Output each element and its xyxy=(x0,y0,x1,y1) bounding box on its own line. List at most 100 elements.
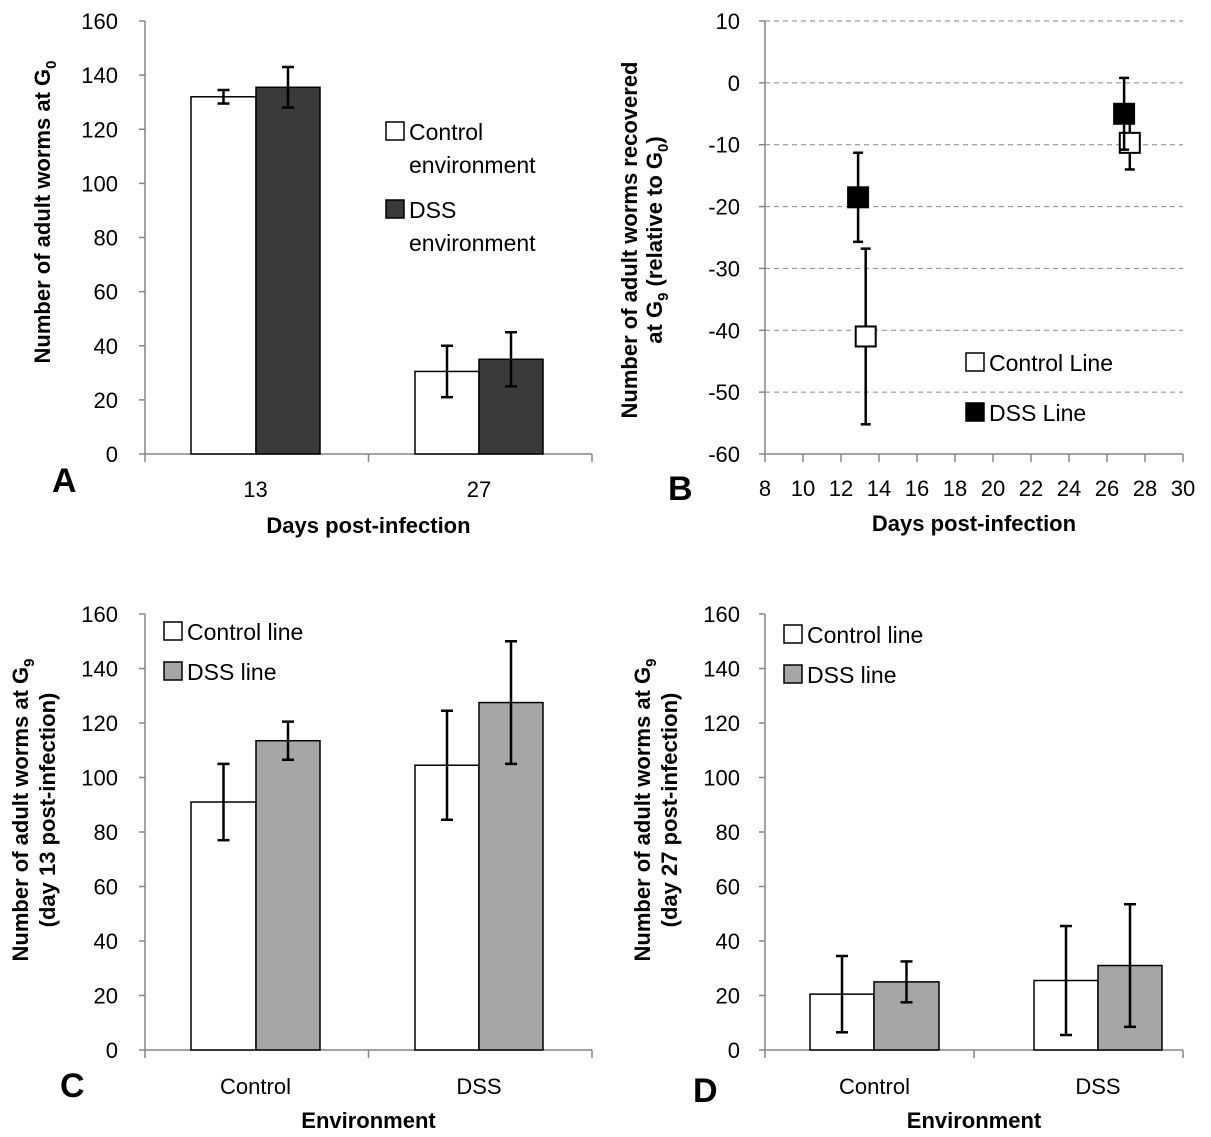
y-axis-title-line1: Number of adult worms at G xyxy=(630,667,655,962)
legend-label: Control line xyxy=(807,622,923,648)
y-axis-title: Number of adult worms at G0 xyxy=(30,61,60,364)
panel-label: D xyxy=(693,1072,718,1110)
y-tick-label: 100 xyxy=(703,766,740,791)
x-tick-label: 12 xyxy=(829,476,853,501)
panel-label: C xyxy=(60,1067,85,1105)
legend-swatch xyxy=(385,121,405,141)
y-axis-title-line2: ) xyxy=(642,136,667,143)
x-tick-label: DSS xyxy=(456,1074,501,1099)
x-tick-label: 10 xyxy=(791,476,815,501)
x-axis-title: Days post-infection xyxy=(266,513,470,538)
panel-label: A xyxy=(52,462,77,500)
y-tick-label: 160 xyxy=(703,602,740,627)
legend-label-line: DSS xyxy=(409,197,456,223)
y-tick-label: 120 xyxy=(81,711,118,736)
y-tick-label: 20 xyxy=(94,984,118,1009)
y-axis-title-subscript: 0 xyxy=(655,144,672,152)
x-tick-label: 30 xyxy=(1171,476,1195,501)
x-tick-label: 13 xyxy=(243,477,267,502)
y-axis-title: Number of adult worms at G9 (day 27 post-… xyxy=(630,659,682,962)
y-tick-label: 60 xyxy=(716,875,740,900)
y-tick-label: 120 xyxy=(81,117,118,142)
x-axis-title: Environment xyxy=(301,1108,436,1133)
legend-swatch xyxy=(783,624,803,644)
legend-label-line: environment xyxy=(409,152,536,178)
legend-label-line: Control xyxy=(409,119,483,145)
y-tick-label: 80 xyxy=(716,820,740,845)
x-axis-title: Days post-infection xyxy=(872,511,1076,536)
panel-label: B xyxy=(668,470,693,508)
y-tick-label: -20 xyxy=(708,195,740,220)
legend-label: Control line xyxy=(187,619,303,645)
y-axis-title-line2: (day 13 post-infection) xyxy=(35,693,60,928)
y-tick-label: 20 xyxy=(94,388,118,413)
x-tick-label: 16 xyxy=(905,476,929,501)
legend-label: Control Line xyxy=(989,350,1113,376)
x-tick-label: Control xyxy=(839,1074,910,1099)
y-tick-label: -40 xyxy=(708,318,740,343)
y-tick-label: 120 xyxy=(703,711,740,736)
legend-swatch xyxy=(783,664,803,684)
y-axis-title-line2: (day 27 post-infection) xyxy=(657,693,682,928)
legend-label-line: environment xyxy=(409,230,536,256)
y-axis-title-subscript: 9 xyxy=(643,659,660,667)
data-point xyxy=(1113,102,1136,125)
legend-label: DSS line xyxy=(807,662,896,688)
x-tick-label: 28 xyxy=(1133,476,1157,501)
x-axis-title: Environment xyxy=(907,1108,1042,1133)
y-tick-label: 0 xyxy=(728,1038,740,1063)
y-tick-label: 0 xyxy=(106,442,118,467)
x-tick-label: 14 xyxy=(867,476,891,501)
y-tick-label: 10 xyxy=(716,9,740,34)
y-tick-label: 0 xyxy=(106,1038,118,1063)
x-tick-label: 22 xyxy=(1019,476,1043,501)
x-tick-label: 8 xyxy=(759,476,771,501)
y-tick-label: 80 xyxy=(94,226,118,251)
y-tick-label: 80 xyxy=(94,820,118,845)
bar xyxy=(255,86,321,455)
legend-swatch xyxy=(163,661,183,681)
y-tick-label: 160 xyxy=(81,9,118,34)
data-point xyxy=(847,186,870,209)
y-axis-title: Number of adult worms at G9 (day 13 post-… xyxy=(8,659,60,962)
legend-swatch xyxy=(385,199,405,219)
y-axis-title-line2: at G xyxy=(642,301,667,344)
data-point xyxy=(854,325,877,348)
legend-label: DSS line xyxy=(187,659,276,685)
y-axis-title-subscript: 9 xyxy=(21,659,38,667)
y-tick-label: -60 xyxy=(708,442,740,467)
y-tick-label: 40 xyxy=(716,929,740,954)
y-tick-label: -10 xyxy=(708,133,740,158)
y-tick-label: 40 xyxy=(94,929,118,954)
y-tick-label: 100 xyxy=(81,766,118,791)
y-axis-title-subscript: 0 xyxy=(43,61,60,69)
legend-swatch xyxy=(965,352,985,372)
x-tick-label: Control xyxy=(220,1074,291,1099)
x-tick-label: 27 xyxy=(467,477,491,502)
y-tick-label: 20 xyxy=(716,984,740,1009)
x-tick-label: 20 xyxy=(981,476,1005,501)
y-axis-title-line2: (relative to G xyxy=(642,152,667,293)
x-tick-label: 18 xyxy=(943,476,967,501)
legend-label: Control environment xyxy=(409,119,536,178)
bar xyxy=(255,739,321,1051)
y-axis-title: Number of adult worms recoveredat G9 (re… xyxy=(617,62,672,419)
legend-label: DSS environment xyxy=(409,197,536,256)
y-axis-title-subscript: 9 xyxy=(655,293,672,301)
y-tick-label: -50 xyxy=(708,380,740,405)
y-tick-label: 40 xyxy=(94,334,118,359)
x-tick-label: DSS xyxy=(1075,1074,1120,1099)
y-tick-label: 100 xyxy=(81,171,118,196)
y-axis-title-text: Number of adult worms at G xyxy=(30,69,55,364)
legend-swatch xyxy=(163,621,183,641)
y-tick-label: 0 xyxy=(728,71,740,96)
x-tick-label: 26 xyxy=(1095,476,1119,501)
legend-label: DSS Line xyxy=(989,400,1086,426)
x-tick-label: 24 xyxy=(1057,476,1081,501)
y-tick-label: 160 xyxy=(81,602,118,627)
y-tick-label: 60 xyxy=(94,280,118,305)
y-tick-label: 140 xyxy=(703,657,740,682)
bar xyxy=(190,96,257,455)
y-tick-label: 140 xyxy=(81,63,118,88)
